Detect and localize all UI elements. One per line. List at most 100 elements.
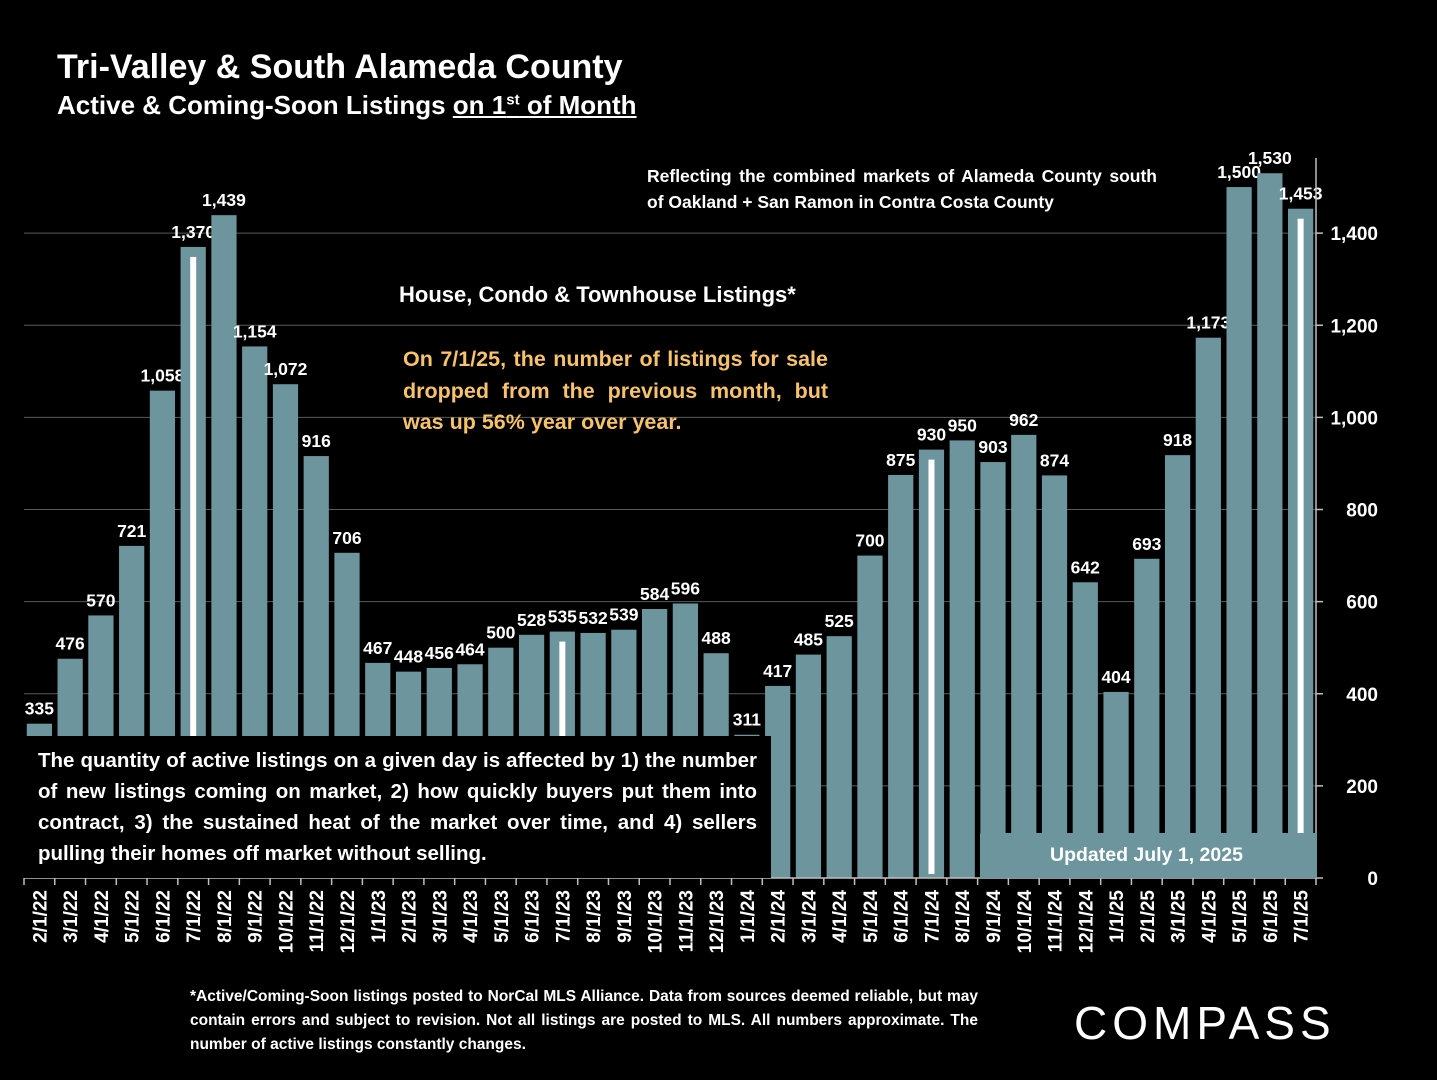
axes: 0 200 400 600 800 1,000 1,200 1,400 2/1/22 3/1/22… bbox=[23, 158, 1378, 954]
x-tick-label: 8/1/22 bbox=[215, 890, 236, 943]
bar-value-label: 335 bbox=[25, 699, 54, 719]
x-tick-label: 1/1/25 bbox=[1107, 890, 1128, 943]
highlight-marker bbox=[190, 256, 197, 875]
bar-value-label: 950 bbox=[948, 415, 977, 435]
bar-value-label: 417 bbox=[763, 661, 792, 681]
y-tick-label: 600 bbox=[1346, 593, 1378, 614]
bar-value-label: 1,453 bbox=[1279, 184, 1323, 204]
bar-value-label: 706 bbox=[332, 528, 361, 548]
chart-subtitle: Active & Coming-Soon Listings on 1st of … bbox=[57, 90, 637, 120]
x-tick-label: 12/1/24 bbox=[1076, 890, 1097, 954]
bar-value-label: 1,500 bbox=[1217, 162, 1261, 182]
x-tick-label: 7/1/23 bbox=[553, 890, 574, 943]
bar-value-label: 448 bbox=[394, 647, 423, 667]
bar-value-label: 1,154 bbox=[233, 321, 277, 341]
x-tick-label: 3/1/23 bbox=[430, 890, 451, 943]
x-tick-label: 9/1/23 bbox=[615, 890, 636, 943]
highlight-marker bbox=[928, 459, 935, 874]
x-tick-label: 7/1/24 bbox=[922, 890, 943, 943]
bar-value-label: 467 bbox=[363, 638, 392, 658]
bar bbox=[1164, 455, 1191, 878]
bar-value-label: 1,439 bbox=[202, 190, 246, 210]
bar-value-label: 311 bbox=[733, 710, 761, 730]
x-tick-label: 9/1/24 bbox=[984, 890, 1005, 943]
x-tick-label: 5/1/25 bbox=[1230, 890, 1251, 943]
y-tick-label: 1,000 bbox=[1330, 408, 1378, 429]
bar-value-label: 875 bbox=[886, 450, 915, 470]
x-tick-label: 5/1/23 bbox=[492, 890, 513, 943]
bar bbox=[1041, 475, 1068, 878]
x-tick-label: 4/1/23 bbox=[461, 890, 482, 943]
x-tick-label: 8/1/23 bbox=[584, 890, 605, 943]
highlight-marker bbox=[1297, 218, 1304, 875]
bar-value-label: 916 bbox=[302, 431, 331, 451]
bar bbox=[1011, 434, 1037, 878]
x-tick-label: 1/1/24 bbox=[738, 890, 759, 943]
x-tick-label: 12/1/23 bbox=[707, 890, 728, 953]
bar bbox=[1226, 187, 1252, 878]
x-tick-label: 10/1/23 bbox=[646, 890, 667, 953]
bar bbox=[1072, 582, 1098, 878]
x-tick-label: 11/1/23 bbox=[676, 890, 697, 952]
y-tick-label: 1,400 bbox=[1330, 224, 1378, 245]
bar-value-label: 456 bbox=[425, 643, 454, 663]
y-tick-label: 400 bbox=[1346, 685, 1378, 706]
bar bbox=[826, 636, 852, 878]
footnote: *Active/Coming-Soon listings posted to N… bbox=[190, 988, 978, 1053]
bar-value-label: 962 bbox=[1009, 410, 1038, 430]
bar-value-label: 596 bbox=[671, 578, 700, 598]
bar bbox=[949, 440, 975, 878]
bar-value-label: 476 bbox=[56, 634, 85, 654]
bar-value-label: 584 bbox=[640, 584, 669, 604]
x-tick-label: 5/1/24 bbox=[861, 890, 882, 943]
bar-value-label: 918 bbox=[1163, 430, 1192, 450]
bar-value-label: 528 bbox=[517, 610, 546, 630]
markets-note: Reflecting the combined markets of Alame… bbox=[647, 166, 1157, 212]
bar-value-label: 1,072 bbox=[264, 359, 308, 379]
bar bbox=[888, 474, 914, 878]
bar-value-label: 721 bbox=[117, 521, 146, 541]
bar-value-label: 903 bbox=[978, 437, 1007, 457]
x-tick-label: 5/1/22 bbox=[123, 890, 144, 943]
x-tick-label: 6/1/25 bbox=[1261, 890, 1282, 943]
bar-value-label: 404 bbox=[1101, 667, 1130, 687]
x-tick-label: 4/1/24 bbox=[830, 890, 851, 943]
x-tick-label: 11/1/24 bbox=[1046, 890, 1067, 953]
bar-value-label: 1,370 bbox=[171, 222, 215, 242]
bar-value-label: 1,058 bbox=[141, 366, 185, 386]
x-tick-label: 2/1/22 bbox=[30, 890, 51, 943]
x-tick-label: 6/1/22 bbox=[153, 890, 174, 943]
bar bbox=[1134, 558, 1160, 878]
x-tick-label: 7/1/25 bbox=[1292, 890, 1313, 943]
bar-value-label: 535 bbox=[548, 607, 577, 627]
bar-value-label: 500 bbox=[486, 623, 515, 643]
chart-title: Tri-Valley & South Alameda County bbox=[57, 48, 623, 86]
bar bbox=[795, 654, 822, 878]
bar-value-label: 700 bbox=[855, 531, 884, 551]
bar bbox=[857, 555, 883, 878]
x-tick-label: 12/1/22 bbox=[338, 890, 359, 953]
x-tick-label: 8/1/24 bbox=[953, 890, 974, 943]
bar-value-label: 525 bbox=[825, 611, 854, 631]
bar-value-label: 930 bbox=[917, 425, 946, 445]
bar-value-label: 1,530 bbox=[1248, 148, 1292, 168]
y-tick-label: 0 bbox=[1367, 869, 1378, 890]
bar bbox=[1257, 173, 1283, 878]
x-tick-label: 10/1/24 bbox=[1015, 890, 1036, 954]
x-tick-label: 11/1/22 bbox=[307, 890, 328, 952]
x-tick-label: 9/1/22 bbox=[246, 890, 267, 943]
highlight-note: On 7/1/25, the number of listings for sa… bbox=[403, 347, 828, 434]
bar-value-label: 532 bbox=[578, 608, 607, 628]
x-tick-label: 6/1/24 bbox=[892, 890, 913, 943]
bar-value-label: 1,173 bbox=[1186, 313, 1230, 333]
updated-badge: Updated July 1, 2025 bbox=[980, 833, 1317, 878]
y-tick-label: 800 bbox=[1346, 501, 1378, 522]
x-tick-label: 1/1/23 bbox=[369, 890, 390, 943]
bar-value-label: 464 bbox=[455, 639, 484, 659]
x-tick-label: 4/1/22 bbox=[92, 890, 113, 943]
y-tick-label: 1,200 bbox=[1330, 316, 1378, 337]
x-tick-label: 3/1/22 bbox=[61, 890, 82, 943]
bar bbox=[980, 462, 1006, 878]
bar-value-label: 693 bbox=[1132, 534, 1161, 554]
explanation-note: The quantity of active listings on a giv… bbox=[24, 736, 771, 878]
